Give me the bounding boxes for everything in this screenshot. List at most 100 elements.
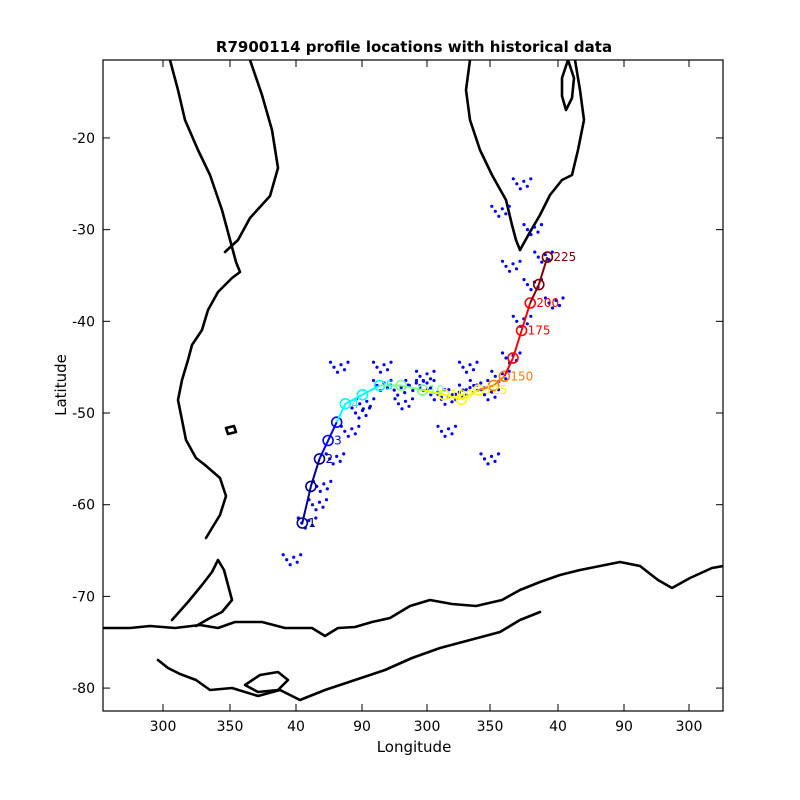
historical-point	[464, 370, 469, 374]
historical-point	[507, 269, 512, 273]
historical-point	[318, 489, 322, 493]
historical-point	[443, 434, 447, 438]
historical-point	[514, 267, 519, 271]
historical-point	[410, 397, 415, 401]
historical-point	[554, 298, 558, 303]
historical-point	[482, 393, 487, 397]
historical-point	[439, 429, 444, 433]
float-profile-marker	[339, 397, 352, 410]
historical-point	[400, 407, 404, 411]
historical-point	[389, 360, 393, 364]
historical-point	[331, 462, 335, 466]
y-tick-label: -50	[72, 406, 95, 422]
float-profile-marker	[356, 388, 369, 401]
historical-point	[453, 392, 458, 396]
historical-point	[468, 378, 472, 383]
historical-point	[525, 184, 529, 188]
historical-point	[525, 228, 530, 232]
historical-point	[353, 432, 357, 436]
historical-point	[393, 397, 397, 401]
x-tick-label: 300	[676, 719, 703, 735]
historical-point	[310, 503, 315, 507]
historical-point	[539, 223, 544, 227]
float-profile-marker	[313, 453, 326, 465]
historical-point	[299, 553, 303, 557]
historical-point	[489, 454, 494, 458]
antarctica-lower-coastline	[156, 610, 542, 702]
float-profile-label: 10	[429, 383, 444, 397]
float-track-segment	[493, 375, 506, 387]
historical-point	[407, 404, 411, 408]
historical-point	[365, 399, 369, 403]
historical-point	[500, 259, 505, 263]
x-axis-ticks: 300 350 40 90 300 350 40 90 300	[150, 60, 703, 735]
historical-point	[529, 314, 533, 318]
historical-point	[414, 381, 418, 385]
historical-point	[358, 402, 362, 406]
float-profile-label: 1	[308, 516, 316, 530]
historical-point	[350, 406, 354, 410]
historical-point	[414, 378, 419, 383]
float-track-segment	[478, 384, 494, 392]
float-track-segment	[400, 384, 423, 392]
historical-point	[364, 413, 368, 418]
historical-point	[464, 388, 468, 392]
float-profile-marker	[472, 384, 485, 396]
float-profile-marker	[296, 517, 309, 529]
x-tick-label: 40	[287, 719, 305, 735]
historical-point	[490, 369, 494, 373]
historical-point	[403, 391, 407, 395]
historical-point	[536, 255, 540, 259]
historical-point	[511, 314, 515, 318]
y-tick-label: -20	[72, 131, 95, 147]
historical-point	[385, 368, 390, 372]
float-profile-marker	[416, 384, 429, 396]
float-profile-marker	[507, 352, 519, 364]
historical-point	[338, 459, 342, 463]
historical-point	[396, 402, 401, 406]
float-track-segment	[318, 440, 330, 460]
historical-point	[547, 258, 551, 262]
historical-point	[389, 378, 393, 383]
historical-point	[490, 204, 494, 208]
float-profile-label: 5	[386, 379, 394, 393]
historical-point	[525, 322, 529, 326]
float-profile-marker	[532, 278, 545, 291]
historical-point	[468, 363, 472, 367]
float-track-segment	[503, 357, 514, 377]
x-tick-label: 350	[477, 719, 504, 735]
historical-point	[353, 411, 358, 415]
float-track-segment	[529, 284, 540, 304]
historical-point	[518, 187, 522, 191]
historical-point	[324, 498, 329, 502]
float-profile-label: 2	[326, 452, 334, 466]
historical-point	[372, 397, 376, 401]
historical-point	[335, 454, 339, 458]
historical-point	[515, 182, 519, 186]
historical-point	[317, 500, 322, 504]
island-coastline	[224, 424, 238, 436]
south-america-west-coastline	[168, 60, 242, 467]
historical-point	[471, 368, 476, 372]
historical-point	[561, 296, 565, 300]
historical-point	[486, 462, 490, 466]
south-america-east-coastline	[223, 60, 280, 254]
float-profile-label: 125	[485, 383, 508, 397]
historical-point	[457, 383, 462, 387]
y-tick-label: -30	[72, 223, 95, 239]
historical-point	[515, 319, 519, 323]
historical-point	[475, 360, 479, 364]
historical-point	[342, 452, 346, 456]
historical-point	[507, 369, 511, 373]
historical-point	[339, 363, 343, 367]
antarctic-peninsula-coastline	[170, 558, 234, 628]
float-track-segment	[362, 384, 381, 396]
madagascar-coastline	[560, 60, 576, 112]
float-profile-marker	[541, 251, 554, 263]
antarctica-coastline	[103, 560, 723, 638]
historical-point	[321, 505, 325, 509]
chart-title: R7900114 profile locations with historic…	[216, 38, 612, 56]
